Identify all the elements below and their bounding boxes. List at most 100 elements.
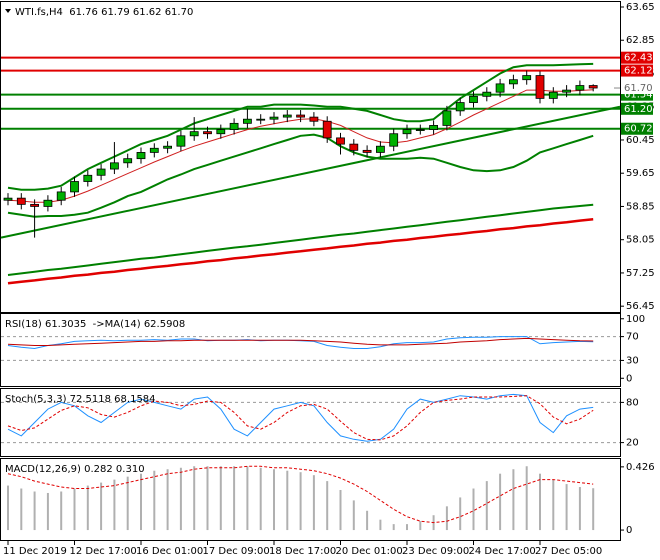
panel-border bbox=[0, 1, 621, 313]
y-tick-label: 70 bbox=[626, 332, 639, 343]
level-price-box bbox=[621, 102, 653, 115]
y-tick-label: 0.426 bbox=[626, 462, 655, 473]
y-tick-label: 20 bbox=[626, 438, 639, 449]
x-tick-label: 17 Dec 09:00 bbox=[203, 546, 270, 557]
candle-body bbox=[83, 174, 93, 182]
candle-body bbox=[176, 135, 186, 147]
level-price-box bbox=[621, 64, 653, 77]
candle-body bbox=[442, 110, 452, 126]
candle-body bbox=[163, 145, 173, 149]
candle-body bbox=[229, 122, 239, 130]
candle-body bbox=[309, 116, 319, 122]
candle-body bbox=[136, 152, 146, 160]
y-tick-label: 30 bbox=[626, 355, 639, 366]
candle-body bbox=[575, 85, 585, 91]
candle-body bbox=[256, 118, 266, 121]
candle-body bbox=[56, 191, 66, 201]
candle-body bbox=[123, 158, 133, 164]
panel-title: RSI(18) 61.3035 ->MA(14) 62.5908 bbox=[5, 319, 185, 330]
candle-body bbox=[322, 120, 332, 139]
candle-body bbox=[495, 83, 505, 93]
candle-body bbox=[415, 129, 425, 131]
candle-body bbox=[362, 149, 372, 153]
candle-body bbox=[296, 114, 306, 118]
candle-body bbox=[522, 75, 532, 81]
candle-body bbox=[216, 129, 226, 135]
current-price-box bbox=[621, 82, 653, 95]
candle-body bbox=[203, 131, 212, 135]
level-price-label: 62.43 bbox=[624, 53, 653, 64]
y-tick-label: 57.25 bbox=[626, 268, 655, 279]
level-price-label: 62.12 bbox=[624, 66, 653, 77]
panel-title: Stoch(5,3,3) 72.5118 68.1584 bbox=[5, 394, 156, 405]
candle-body bbox=[242, 118, 252, 124]
panel-title: WTI.fs,H4 61.76 61.79 61.62 61.70 bbox=[15, 7, 193, 18]
panel-border bbox=[0, 388, 621, 457]
level-price-label: 60.72 bbox=[624, 124, 653, 135]
indicator-line bbox=[7, 465, 594, 524]
x-tick-label: 12 Dec 17:00 bbox=[70, 546, 137, 557]
dropdown-icon bbox=[5, 9, 11, 13]
current-price-label: 61.70 bbox=[624, 83, 653, 94]
y-tick-label: 60.45 bbox=[626, 135, 655, 146]
candle-body bbox=[429, 125, 439, 130]
candle-body bbox=[349, 143, 359, 151]
indicator-line bbox=[7, 203, 594, 276]
candle-body bbox=[149, 147, 159, 153]
candle-body bbox=[375, 145, 385, 153]
candle-body bbox=[562, 89, 571, 93]
candle-body bbox=[469, 95, 478, 103]
candle-body bbox=[402, 129, 412, 135]
indicator-line bbox=[7, 337, 594, 346]
candle-body bbox=[336, 137, 345, 145]
y-tick-label: 62.85 bbox=[626, 35, 655, 46]
level-price-label: 61.20 bbox=[624, 104, 653, 115]
candle-body bbox=[455, 102, 465, 112]
y-tick-label: 58.85 bbox=[626, 201, 655, 212]
indicator-line bbox=[7, 218, 594, 285]
x-tick-label: 16 Dec 01:00 bbox=[136, 546, 203, 557]
level-price-box bbox=[621, 122, 653, 135]
y-tick-label: 0 bbox=[626, 525, 632, 536]
candle-body bbox=[482, 91, 492, 97]
y-tick-label: 59.65 bbox=[626, 168, 655, 179]
y-tick-label: 0 bbox=[626, 373, 632, 384]
candle-body bbox=[110, 162, 119, 170]
y-tick-label: 80 bbox=[626, 397, 639, 408]
y-tick-label: 100 bbox=[626, 314, 645, 325]
candle-body bbox=[269, 116, 279, 120]
indicator-line bbox=[7, 133, 594, 218]
x-tick-label: 20 Dec 01:00 bbox=[336, 546, 403, 557]
candle-body bbox=[535, 75, 545, 99]
candle-body bbox=[70, 181, 79, 193]
candle-body bbox=[508, 79, 518, 85]
candle-body bbox=[389, 133, 399, 147]
candle-body bbox=[189, 131, 199, 137]
y-tick-label: 58.05 bbox=[626, 235, 655, 246]
candle-body bbox=[588, 85, 598, 89]
x-tick-label: 11 Dec 2019 bbox=[3, 546, 67, 557]
y-tick-label: 63.65 bbox=[626, 2, 655, 13]
panel-title: MACD(12,26,9) 0.282 0.310 bbox=[5, 464, 145, 475]
level-price-label: 61.54 bbox=[624, 90, 653, 101]
candle-body bbox=[96, 168, 106, 176]
candle-body bbox=[30, 203, 40, 207]
level-price-box bbox=[621, 51, 653, 64]
x-tick-label: 24 Dec 17:00 bbox=[469, 546, 536, 557]
candle-body bbox=[282, 114, 292, 118]
panel-border bbox=[0, 313, 621, 387]
indicator-line bbox=[7, 395, 594, 441]
candle-body bbox=[16, 197, 26, 205]
indicator-line bbox=[7, 62, 594, 191]
panel-border bbox=[0, 458, 621, 541]
x-tick-label: 18 Dec 17:00 bbox=[269, 546, 336, 557]
x-tick-label: 23 Dec 09:00 bbox=[402, 546, 469, 557]
candle-body bbox=[3, 197, 13, 201]
x-tick-label: 27 Dec 05:00 bbox=[535, 546, 602, 557]
indicator-line bbox=[7, 336, 594, 350]
candle-body bbox=[548, 91, 558, 99]
candle-body bbox=[43, 199, 53, 207]
